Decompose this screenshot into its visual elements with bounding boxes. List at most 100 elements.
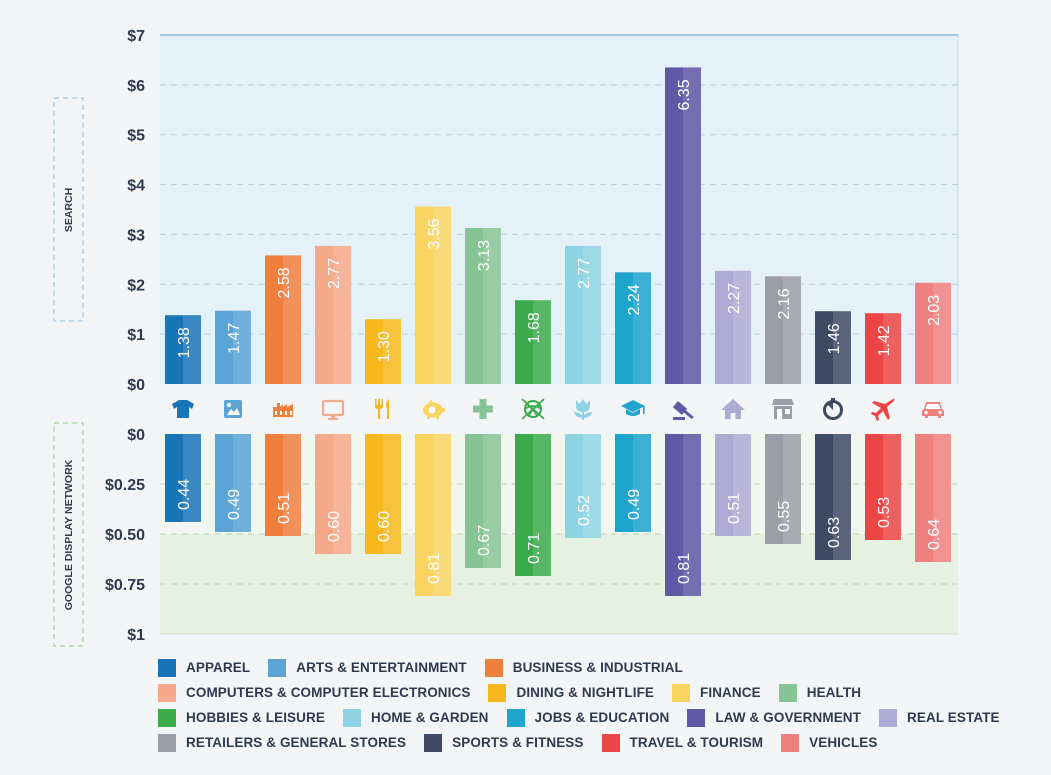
search-tick-label: $1 xyxy=(127,327,145,344)
search-bar xyxy=(565,245,601,384)
legend-label: APPAREL xyxy=(186,660,251,675)
search-bar xyxy=(765,276,801,384)
graduation-cap-icon xyxy=(621,400,645,416)
search-side-label: SEARCH xyxy=(63,188,75,232)
search-tick-label: $0 xyxy=(127,377,145,394)
display-bar-fill xyxy=(465,434,501,568)
search-bar-shade xyxy=(383,319,401,384)
search-bar xyxy=(215,310,251,384)
search-bar-fill xyxy=(165,315,201,384)
display-tick-label: $0 xyxy=(127,427,145,444)
legend-swatch xyxy=(158,733,176,752)
legend-item: LAW & GOVERNMENT xyxy=(687,708,862,727)
search-tick-label: $5 xyxy=(127,128,145,145)
legend-label: BUSINESS & INDUSTRIAL xyxy=(512,660,683,675)
legend-swatch xyxy=(601,733,620,752)
search-data-label: 1.30 xyxy=(376,331,393,362)
legend-label: HOBBIES & LEISURE xyxy=(186,710,325,725)
display-data-label: 0.71 xyxy=(526,533,543,564)
search-data-label: 1.47 xyxy=(226,323,243,354)
search-tick-label: $3 xyxy=(127,227,145,244)
search-data-label: 2.77 xyxy=(576,258,593,289)
search-bar-fill xyxy=(365,319,401,384)
display-tick-label: $0.25 xyxy=(105,477,145,494)
display-bar-shade xyxy=(783,434,801,544)
legend-swatch xyxy=(672,683,691,702)
display-data-label: 0.60 xyxy=(326,511,343,542)
search-bar-shade xyxy=(583,245,601,384)
search-bar-fill xyxy=(615,272,651,384)
display-bar xyxy=(615,434,651,532)
display-tick-label: $0.75 xyxy=(105,577,145,594)
legend-swatch xyxy=(158,683,176,702)
display-bar-fill xyxy=(615,434,651,532)
display-bar xyxy=(315,434,351,554)
display-bar-shade xyxy=(383,434,401,554)
display-data-label: 0.53 xyxy=(876,497,893,528)
legend-swatch xyxy=(781,733,800,752)
search-bar-fill xyxy=(215,310,251,384)
search-data-label: 1.68 xyxy=(526,312,543,343)
legend-item: HOBBIES & LEISURE xyxy=(158,708,325,727)
yarn-ball-icon xyxy=(521,398,545,420)
display-bar xyxy=(715,434,751,536)
search-bar-fill xyxy=(565,245,601,384)
search-bar-fill xyxy=(415,206,451,384)
legend-item: FINANCE xyxy=(672,683,761,702)
search-data-label: 3.56 xyxy=(426,218,443,249)
display-bar xyxy=(865,434,901,540)
car-icon xyxy=(922,402,944,418)
search-bar-shade xyxy=(883,313,901,384)
search-bar-fill xyxy=(515,300,551,384)
legend-row: APPAREL ARTS & ENTERTAINMENT BUSINESS & IN… xyxy=(158,655,1038,680)
search-data-label: 2.77 xyxy=(326,258,343,289)
search-tick-label: $2 xyxy=(127,277,145,294)
legend-item: TRAVEL & TOURISM xyxy=(601,733,764,752)
search-bar-shade xyxy=(833,311,851,384)
search-bar xyxy=(865,313,901,384)
legend-swatch xyxy=(268,658,287,677)
display-bar-shade xyxy=(233,434,251,532)
legend-label: HEALTH xyxy=(806,685,862,700)
display-bar-fill xyxy=(415,434,451,596)
display-bar-fill xyxy=(515,434,551,576)
search-bar-shade xyxy=(633,272,651,384)
search-bar xyxy=(265,255,301,384)
legend-item: ARTS & ENTERTAINMENT xyxy=(268,658,467,677)
legend-row: RETAILERS & GENERAL STORES SPORTS & FITNE… xyxy=(158,730,1038,755)
legend-swatch xyxy=(342,708,361,727)
search-bar xyxy=(165,315,201,384)
chart-canvas: $0 $1 $2 $3 $4 $5 $6 $7 $0 $0.25 $0.50 $0.75 $1 SEARC… xyxy=(53,28,959,647)
display-bar-shade xyxy=(333,434,351,554)
monitor-icon xyxy=(321,399,345,420)
display-bar xyxy=(265,434,301,536)
display-side-label: GOOGLE DISPLAY NETWORK xyxy=(63,459,75,610)
display-bar xyxy=(465,434,501,568)
display-data-label: 0.51 xyxy=(726,493,743,524)
legend-swatch xyxy=(484,658,503,677)
display-bar-shade xyxy=(633,434,651,532)
legend-item: DINING & NIGHTLIFE xyxy=(488,683,654,702)
search-bar-shade xyxy=(483,227,501,384)
display-bar-fill xyxy=(165,434,201,522)
search-bar-shade xyxy=(283,255,301,384)
display-bar-shade xyxy=(433,434,451,596)
search-bar-shade xyxy=(433,206,451,384)
search-data-label: 1.42 xyxy=(876,325,893,356)
search-bar-shade xyxy=(683,67,701,385)
search-bar-fill xyxy=(865,313,901,384)
legend-item: HOME & GARDEN xyxy=(342,708,489,727)
display-bar xyxy=(515,434,551,576)
legend-label: LAW & GOVERNMENT xyxy=(715,710,862,725)
legend-item: REAL ESTATE xyxy=(879,708,1000,727)
legend-label: TRAVEL & TOURISM xyxy=(629,735,764,750)
search-tick-label: $4 xyxy=(127,178,145,195)
search-data-label: 2.27 xyxy=(726,283,743,314)
stopwatch-icon xyxy=(823,398,843,420)
search-bar-shade xyxy=(783,276,801,384)
search-bar xyxy=(665,67,701,385)
legend-item: APPAREL xyxy=(158,658,251,677)
display-data-label: 0.63 xyxy=(826,517,843,548)
display-data-label: 0.44 xyxy=(176,479,193,510)
display-data-label: 0.52 xyxy=(576,495,593,526)
